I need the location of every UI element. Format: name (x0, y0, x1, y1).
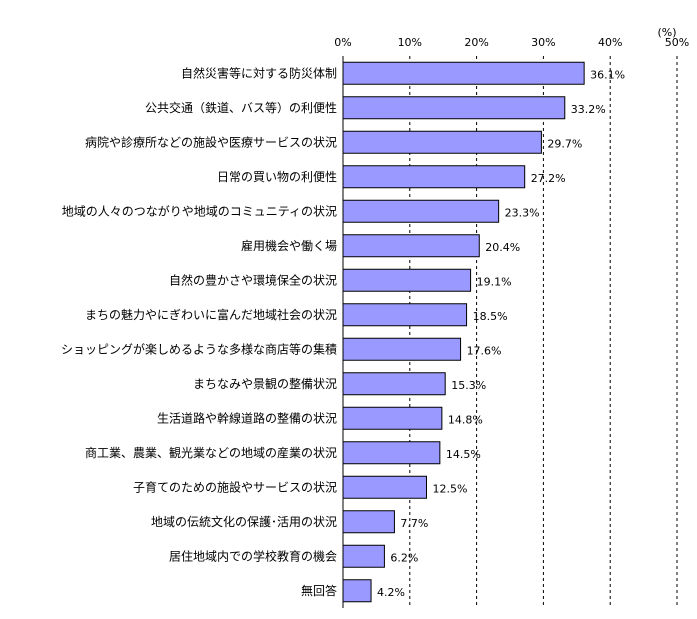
category-label: 雇用機会や働く場 (241, 238, 337, 253)
x-tick-label: 0% (334, 36, 351, 49)
bar (342, 579, 372, 603)
bar (342, 96, 566, 120)
value-label: 15.3% (451, 379, 486, 392)
value-label: 7.7% (400, 517, 428, 530)
category-label: 子育てのための施設やサービスの状況 (133, 479, 337, 494)
value-label: 23.3% (505, 206, 540, 219)
bar (342, 475, 427, 499)
bar (342, 130, 542, 154)
category-label: 公共交通（鉄道、バス等）の利便性 (145, 100, 337, 115)
value-label: 4.2% (377, 586, 405, 599)
value-labels: 36.1% 33.2% 29.7% 27.2% 23.3% 20.4% 19.1% 18.5%… (377, 68, 625, 599)
bar (342, 406, 443, 430)
bar (342, 544, 385, 568)
bar (342, 165, 526, 189)
bar (342, 372, 446, 396)
category-label: 商工業、農業、観光業などの地域の産業の状況 (85, 445, 337, 460)
x-tick-label: 20% (464, 36, 488, 49)
category-label: 地域の伝統文化の保護･活用の状況 (151, 514, 337, 529)
x-tick-label: 50% (665, 36, 689, 49)
value-label: 27.2% (531, 172, 566, 185)
bar (342, 61, 585, 85)
value-label: 14.8% (448, 413, 483, 426)
bar (342, 199, 500, 223)
value-label: 33.2% (571, 103, 606, 116)
x-tick-label: 10% (398, 36, 422, 49)
value-label: 18.5% (473, 310, 508, 323)
category-label: ショッピングが楽しめるような多様な商店等の集積 (61, 341, 337, 356)
value-label: 19.1% (477, 275, 512, 288)
value-label: 14.5% (446, 448, 481, 461)
bar (342, 510, 395, 534)
category-label: 日常の買い物の利便性 (217, 170, 337, 184)
category-label: 病院や診療所などの施設や医療サービスの状況 (85, 134, 337, 149)
category-label: 居住地域内での学校教育の機会 (169, 548, 337, 563)
bar (342, 234, 480, 258)
x-tick-label: 40% (598, 36, 622, 49)
value-label: 17.6% (467, 344, 502, 357)
bars (342, 61, 585, 603)
category-label: 生活道路や幹線道路の整備の状況 (157, 410, 337, 425)
bar (342, 303, 468, 327)
category-label: 自然の豊かさや環境保全の状況 (169, 272, 337, 287)
x-tick-label: 30% (531, 36, 555, 49)
value-label: 20.4% (485, 241, 520, 254)
category-label: 地域の人々のつながりや地域のコミュニティの状況 (62, 203, 337, 218)
category-labels: 自然災害等に対する防災体制公共交通（鉄道、バス等）の利便性病院や診療所などの施設… (61, 65, 337, 598)
value-label: 36.1% (590, 68, 625, 81)
bar (342, 268, 472, 292)
bar (342, 337, 462, 361)
category-label: 無回答 (301, 583, 337, 598)
bar (342, 441, 441, 465)
category-label: まちなみや景観の整備状況 (193, 376, 337, 391)
category-label: まちの魅力やにぎわいに富んだ地域社会の状況 (85, 307, 337, 322)
value-label: 12.5% (433, 482, 468, 495)
value-label: 29.7% (547, 137, 582, 150)
category-label: 自然災害等に対する防災体制 (181, 65, 337, 80)
x-tick-labels: 0% 10% 20% 30% 40% 50% (334, 36, 689, 49)
unit-label: (%) (657, 26, 676, 39)
value-label: 6.2% (390, 551, 418, 564)
